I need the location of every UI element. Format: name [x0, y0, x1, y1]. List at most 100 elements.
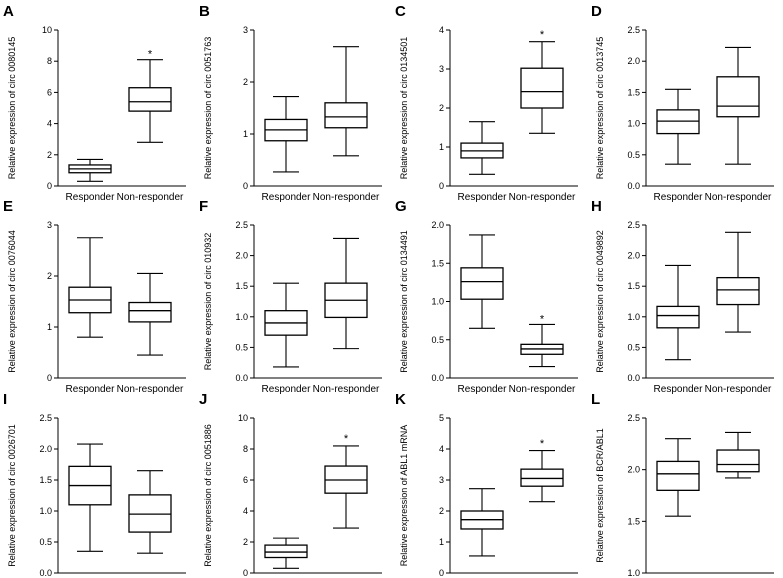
y-tick-label: 4	[439, 25, 444, 35]
y-axis-label: Relative expression of circ 0134501	[399, 37, 409, 180]
y-tick-label: 8	[47, 56, 52, 66]
panel-j: J 0 2 4 6 8 10 Relative expression of circ 0051…	[199, 391, 382, 578]
y-tick-label: 2.0	[431, 220, 444, 230]
y-axis-label: Relative expression of circ 0080145	[7, 37, 17, 180]
y-tick-label: 0.5	[39, 537, 52, 547]
y-tick-label: 0	[47, 373, 52, 383]
y-axis-label: Relative expression of ABL1 mRNA	[399, 425, 409, 567]
y-axis-label: Relative expression of circ 0051763	[203, 37, 213, 180]
y-axis-label: Relative expression of circ 0134491	[399, 230, 409, 373]
y-tick-label: 0.0	[627, 373, 640, 383]
panel-letter: J	[199, 391, 207, 408]
box-non-responder	[520, 323, 564, 368]
category-label: Non-responder	[509, 192, 576, 203]
y-tick-label: 4	[243, 506, 248, 516]
box-non-responder	[128, 470, 172, 554]
y-tick-label: 0.0	[39, 568, 52, 578]
y-tick-label: 0.5	[627, 342, 640, 352]
y-tick-label: 2	[439, 506, 444, 516]
panel-letter: I	[3, 391, 7, 408]
y-tick-label: 0.5	[627, 150, 640, 160]
y-tick-label: 8	[243, 444, 248, 454]
panel-letter: C	[395, 3, 406, 20]
box-non-responder	[324, 445, 368, 529]
box-non-responder	[716, 431, 760, 479]
category-label: Responder	[262, 192, 312, 203]
category-label: Responder	[458, 192, 508, 203]
box-responder	[460, 121, 504, 175]
y-tick-label: 1.5	[39, 475, 52, 485]
y-tick-label: 2	[243, 537, 248, 547]
y-tick-label: 1	[439, 537, 444, 547]
y-tick-label: 2.0	[39, 444, 52, 454]
category-label: Responder	[66, 384, 116, 395]
y-tick-label: 1	[243, 129, 248, 139]
box-responder	[460, 488, 504, 557]
box-responder	[460, 234, 504, 329]
y-tick-label: 2.0	[627, 56, 640, 66]
iqr-box	[716, 449, 760, 473]
panel-letter: E	[3, 198, 13, 215]
panel-c: C 0 1 2 3 4 Relative expression of circ 013450…	[395, 3, 578, 203]
y-tick-label: 1.5	[627, 87, 640, 97]
y-tick-label: 0	[243, 181, 248, 191]
y-tick-label: 10	[238, 413, 248, 423]
box-responder	[264, 96, 308, 173]
box-responder	[656, 88, 700, 165]
panel-i: I 0.0 0.5 1.0 1.5 2.0 2.5 Relative expression o…	[3, 391, 186, 578]
box-responder	[264, 282, 308, 368]
panel-f: F 0.0 0.5 1.0 1.5 2.0 2.5 Relative expression o…	[199, 198, 382, 395]
box-responder	[656, 264, 700, 361]
panel-letter: L	[591, 391, 600, 408]
iqr-box	[716, 276, 760, 306]
panel-letter: H	[591, 198, 602, 215]
y-tick-label: 4	[439, 444, 444, 454]
iqr-box	[324, 102, 368, 129]
y-axis-label: Relative expression of circ 0051886	[203, 424, 213, 567]
y-tick-label: 2.0	[627, 251, 640, 261]
box-non-responder	[520, 449, 564, 503]
box-responder	[264, 537, 308, 569]
panel-b: B 0 1 2 3 Relative expression of circ 0051763…	[199, 3, 382, 203]
iqr-box	[520, 468, 564, 487]
category-label: Responder	[654, 384, 704, 395]
panel-a: A 0 2 4 6 8 10 Relative expression of circ 0080…	[3, 3, 186, 203]
y-tick-label: 0.0	[235, 373, 248, 383]
category-label: Non-responder	[313, 192, 380, 203]
y-tick-label: 1.0	[627, 119, 640, 129]
category-label: Non-responder	[117, 384, 184, 395]
y-tick-label: 2	[47, 150, 52, 160]
significance-mark: *	[540, 438, 545, 450]
y-tick-label: 2.5	[627, 220, 640, 230]
box-non-responder	[324, 237, 368, 350]
y-tick-label: 1	[439, 142, 444, 152]
y-tick-label: 3	[439, 475, 444, 485]
y-tick-label: 1.5	[627, 281, 640, 291]
y-tick-label: 1	[47, 322, 52, 332]
y-tick-label: 1.5	[235, 281, 248, 291]
y-tick-label: 0.0	[431, 373, 444, 383]
y-tick-label: 3	[439, 64, 444, 74]
iqr-box	[716, 76, 760, 118]
y-tick-label: 3	[47, 220, 52, 230]
box-responder	[68, 237, 112, 338]
category-label: Non-responder	[313, 384, 380, 395]
y-axis-label: Relative expression of circ 0049892	[595, 230, 605, 373]
y-tick-label: 2	[243, 77, 248, 87]
y-axis-label: Relative expression of circ 0076044	[7, 230, 17, 373]
panel-letter: G	[395, 198, 407, 215]
panel-d: D 0.0 0.5 1.0 1.5 2.0 2.5 Relative expression o…	[591, 3, 774, 203]
panel-letter: A	[3, 3, 14, 20]
y-tick-label: 2.5	[235, 220, 248, 230]
y-tick-label: 2	[439, 103, 444, 113]
box-non-responder	[324, 46, 368, 157]
panel-letter: B	[199, 3, 210, 20]
y-tick-label: 5	[439, 413, 444, 423]
panel-l: L 1.0 1.5 2.0 2.5 Relative expression of BCR/…	[591, 391, 774, 578]
y-tick-label: 1.0	[627, 312, 640, 322]
y-tick-label: 0.0	[627, 181, 640, 191]
panel-h: H 0.0 0.5 1.0 1.5 2.0 2.5 Relative expression o…	[591, 198, 774, 395]
box-non-responder	[520, 41, 564, 134]
